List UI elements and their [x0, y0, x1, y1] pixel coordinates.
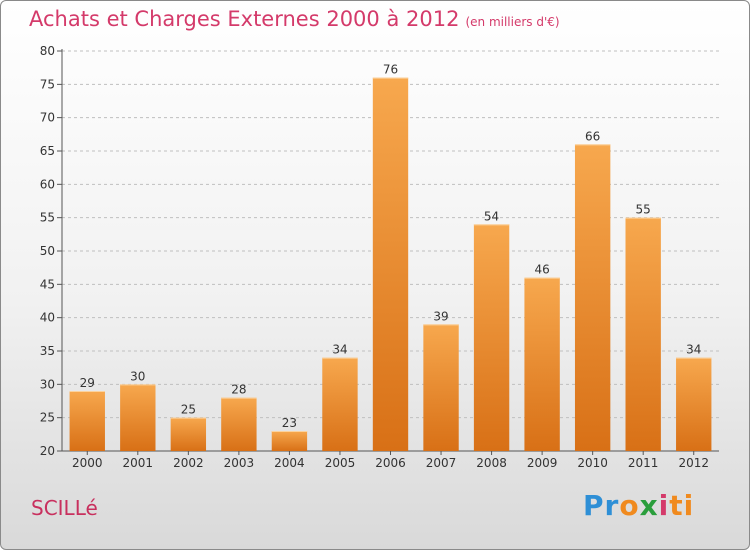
- bar: [676, 357, 712, 451]
- bar: [574, 144, 611, 452]
- y-tick-label: 70: [40, 111, 55, 125]
- bars: [69, 77, 712, 452]
- x-tick-label: 2001: [123, 456, 154, 470]
- title-text: Achats et Charges Externes 2000 à 2012: [29, 7, 460, 31]
- logo-part-5: ti: [669, 489, 695, 522]
- data-label: 34: [332, 343, 347, 357]
- bar: [69, 391, 105, 451]
- data-label: 76: [383, 63, 398, 77]
- x-tick-label: 2009: [527, 456, 558, 470]
- data-label: 66: [585, 129, 600, 143]
- data-label: 54: [484, 209, 499, 223]
- commune-name: SCILLé: [31, 496, 98, 520]
- data-label: 29: [80, 376, 95, 390]
- x-tick-label: 2008: [476, 456, 507, 470]
- data-label: 23: [282, 416, 297, 430]
- data-label: 28: [231, 383, 246, 397]
- y-tick-label: 60: [40, 177, 55, 191]
- chart-title: Achats et Charges Externes 2000 à 2012 (e…: [29, 7, 560, 31]
- x-tick-label: 2004: [274, 456, 305, 470]
- data-label: 55: [636, 203, 651, 217]
- logo-part-3: x: [639, 489, 659, 522]
- x-tick-label: 2003: [224, 456, 255, 470]
- bar: [473, 224, 510, 451]
- data-labels: 29 30 25 28 23 34 76 39 54 46 66 55 34: [80, 63, 702, 430]
- bar: [170, 417, 207, 451]
- x-tick-label: 2006: [375, 456, 406, 470]
- bar: [271, 431, 308, 451]
- bar: [120, 384, 156, 451]
- bar: [221, 397, 257, 451]
- y-tick-label: 45: [40, 277, 55, 291]
- x-tick-label: 2010: [577, 456, 608, 470]
- x-tick-label: 2002: [173, 456, 204, 470]
- bar: [423, 324, 459, 451]
- x-tick-label: 2012: [678, 456, 709, 470]
- x-tick-label: 2007: [426, 456, 457, 470]
- bar: [524, 277, 560, 451]
- proxiti-logo: Proxiti: [583, 489, 694, 522]
- y-tick-label: 50: [40, 244, 55, 258]
- y-tick-label: 55: [40, 211, 55, 225]
- x-tick-label: 2011: [628, 456, 659, 470]
- logo-part-1: Pr: [583, 489, 620, 522]
- y-tick-label: 20: [40, 444, 55, 458]
- data-label: 34: [686, 343, 701, 357]
- y-tick-label: 80: [40, 44, 55, 58]
- logo-part-2: o: [619, 489, 640, 522]
- bar: [372, 77, 409, 452]
- data-label: 25: [181, 403, 196, 417]
- bar: [625, 217, 661, 451]
- y-tick-label: 25: [40, 411, 55, 425]
- y-tick-label: 75: [40, 77, 55, 91]
- data-label: 30: [130, 369, 145, 383]
- data-label: 39: [433, 309, 448, 323]
- y-tick-label: 40: [40, 311, 55, 325]
- y-tick-label: 30: [40, 377, 55, 391]
- data-label: 46: [534, 263, 549, 277]
- x-tick-label: 2005: [325, 456, 356, 470]
- x-tick-label: 2000: [72, 456, 103, 470]
- bar: [322, 357, 358, 451]
- logo-part-4: i: [658, 489, 670, 522]
- y-tick-label: 65: [40, 144, 55, 158]
- y-tick-label: 35: [40, 344, 55, 358]
- unit-note: (en milliers d'€): [465, 15, 560, 29]
